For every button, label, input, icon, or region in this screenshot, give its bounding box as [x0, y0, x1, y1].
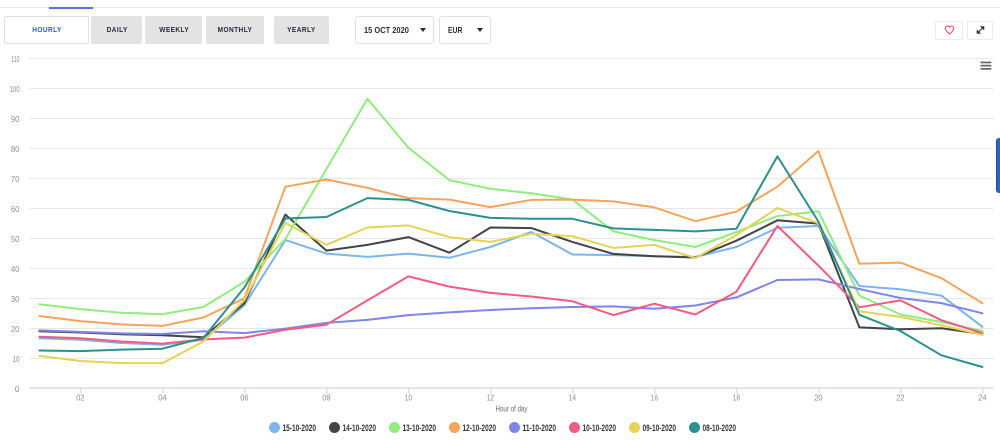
svg-text:10: 10: [13, 355, 20, 364]
svg-text:12-10-2020: 12-10-2020: [463, 423, 497, 433]
svg-text:16: 16: [651, 394, 659, 403]
svg-text:80: 80: [11, 145, 20, 154]
svg-text:15-10-2020: 15-10-2020: [283, 423, 317, 433]
svg-text:08-10-2020: 08-10-2020: [703, 423, 737, 433]
svg-text:22: 22: [896, 394, 905, 403]
svg-text:10: 10: [405, 394, 413, 403]
svg-text:110: 110: [11, 55, 20, 64]
svg-text:40: 40: [11, 265, 20, 274]
svg-text:30: 30: [11, 295, 20, 304]
svg-text:02: 02: [76, 394, 85, 403]
svg-text:24: 24: [978, 394, 987, 403]
svg-text:08: 08: [322, 394, 331, 403]
svg-text:06: 06: [240, 394, 249, 403]
svg-text:10-10-2020: 10-10-2020: [583, 423, 617, 433]
svg-text:14: 14: [569, 394, 577, 403]
svg-text:04: 04: [158, 394, 167, 403]
svg-text:09-10-2020: 09-10-2020: [643, 423, 677, 433]
svg-text:18: 18: [733, 394, 741, 403]
svg-text:90: 90: [11, 115, 20, 124]
svg-text:100: 100: [10, 85, 20, 94]
svg-text:14-10-2020: 14-10-2020: [343, 423, 377, 433]
svg-text:0: 0: [15, 385, 20, 394]
svg-text:12: 12: [487, 394, 495, 403]
svg-text:50: 50: [11, 235, 20, 244]
svg-text:13-10-2020: 13-10-2020: [403, 423, 437, 433]
svg-text:Hour of day: Hour of day: [496, 404, 528, 413]
svg-text:20: 20: [814, 394, 823, 403]
svg-text:20: 20: [11, 325, 20, 334]
svg-text:11-10-2020: 11-10-2020: [523, 423, 557, 433]
svg-text:70: 70: [11, 175, 20, 184]
svg-text:60: 60: [11, 205, 20, 214]
